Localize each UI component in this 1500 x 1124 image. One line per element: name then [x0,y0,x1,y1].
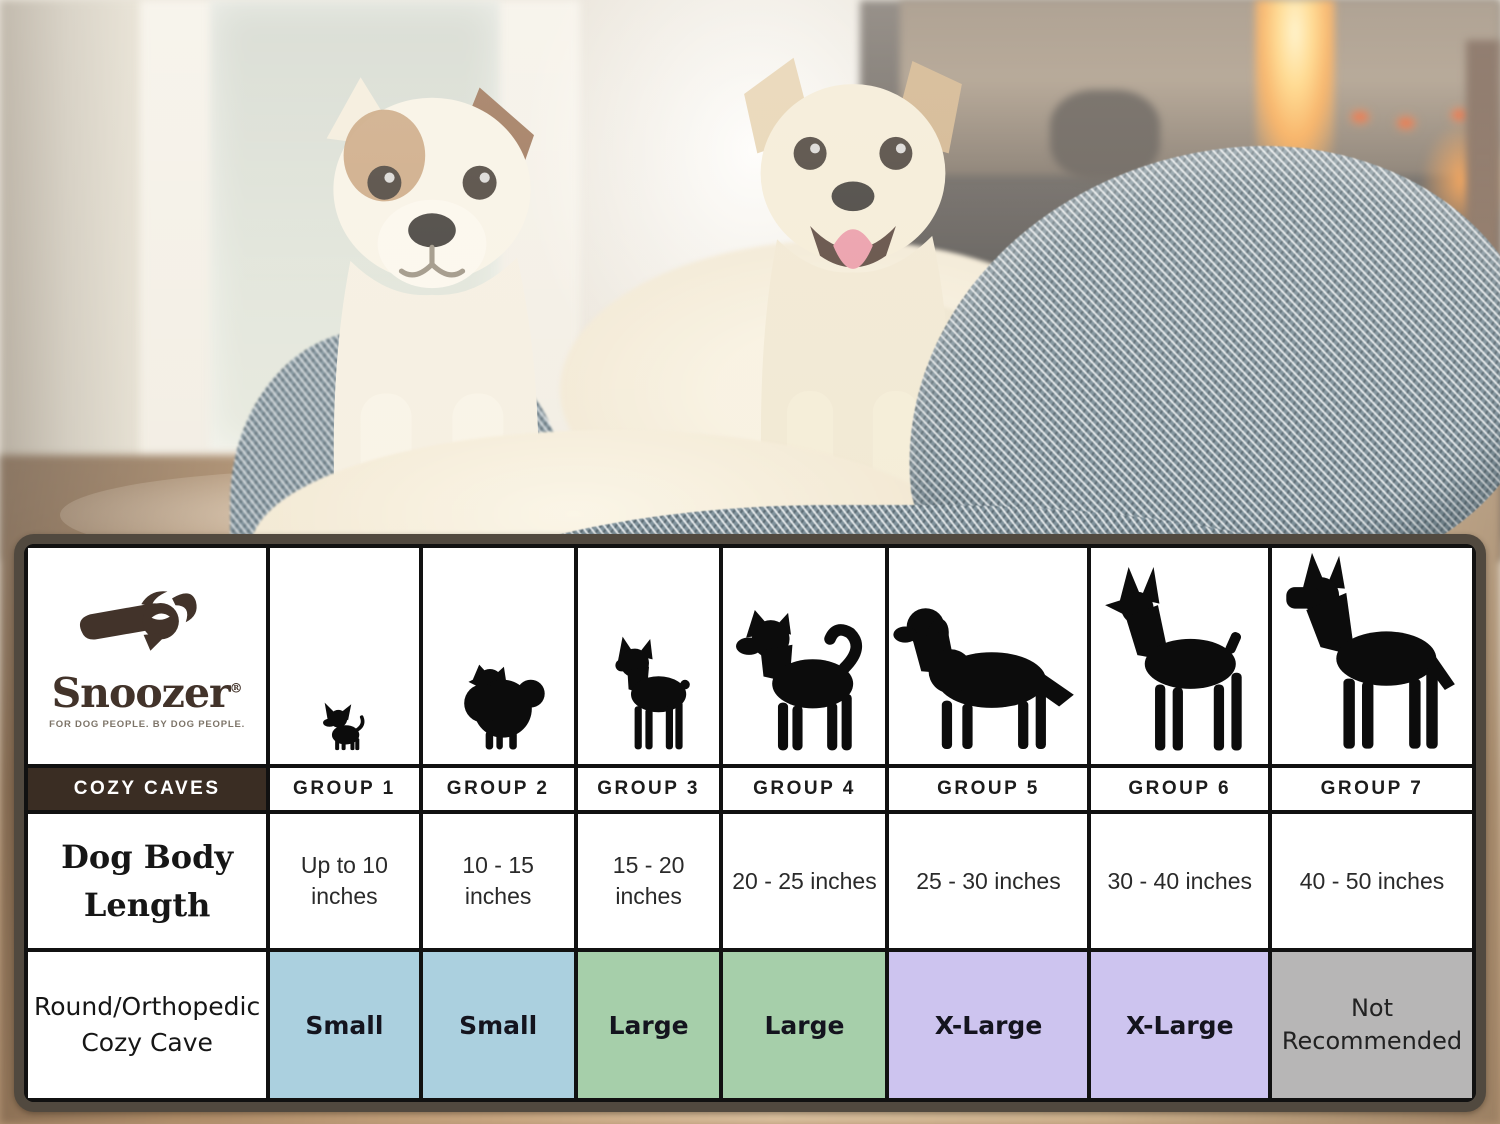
group-5-breed-cell [889,548,1088,764]
size-group-3: Large [577,952,720,1098]
body-length-group-7: 40 - 50 inches [1272,813,1472,949]
group-2-header: GROUP 2 [422,768,574,810]
golden-retriever-silhouette-icon [893,608,1075,749]
series-label-cell: COZY CAVES [28,768,267,810]
shiba-inu-silhouette-icon [736,610,863,751]
snoozer-dog-logo-icon [80,590,197,651]
group-6-header: GROUP 6 [1091,768,1268,810]
group-5-header: GROUP 5 [889,768,1088,810]
body-length-group-3: 15 - 20 inches [577,813,720,949]
brand-logo-cell: Snoozer® FOR DOG PEOPLE. BY DOG PEOPLE. [28,548,267,764]
ember [1398,118,1414,128]
body-length-group-2: 10 - 15 inches [422,813,574,949]
group-3-header: GROUP 3 [577,768,720,810]
body-length-group-1: Up to 10 inches [270,813,419,949]
flame [1255,0,1335,160]
brand-tagline: FOR DOG PEOPLE. BY DOG PEOPLE. [49,718,246,730]
size-group-1: Small [270,952,419,1098]
body-length-group-4: 20 - 25 inches [723,813,886,949]
fireplace-logs [900,0,1500,175]
doberman-silhouette-icon [1104,566,1242,751]
size-chart-table: Snoozer® FOR DOG PEOPLE. BY DOG PEOPLE. [14,534,1486,1112]
group-1-header: GROUP 1 [270,768,419,810]
registered-mark: ® [229,680,243,696]
group-4-breed-cell [723,548,886,764]
fireplace-log-shadow [1050,90,1160,180]
body-length-group-6: 30 - 40 inches [1091,813,1268,949]
great-dane-silhouette-icon [1286,552,1455,749]
group-1-breed-cell [270,548,419,764]
size-chart-grid: Snoozer® FOR DOG PEOPLE. BY DOG PEOPLE. [24,544,1476,1102]
pomeranian-silhouette-icon [464,664,545,750]
chihuahua-silhouette-icon [323,702,365,751]
body-length-group-5: 25 - 30 inches [889,813,1088,949]
boston-terrier-silhouette-icon [614,636,690,750]
size-group-6: X-Large [1091,952,1268,1098]
ember [1352,112,1368,122]
size-group-7: Not Recommended [1272,952,1472,1098]
size-group-5: X-Large [889,952,1088,1098]
size-group-4: Large [723,952,886,1098]
ember [1452,110,1468,120]
group-4-header: GROUP 4 [723,768,886,810]
size-group-2: Small [422,952,574,1098]
group-7-header: GROUP 7 [1272,768,1472,810]
group-7-breed-cell [1272,548,1472,764]
group-6-breed-cell [1091,548,1268,764]
body-length-row-header: Dog Body Length [28,813,267,949]
group-2-breed-cell [422,548,574,764]
group-3-breed-cell [577,548,720,764]
brand-wordmark: Snoozer® [51,668,243,717]
product-row-header: Round/Orthopedic Cozy Cave [28,952,267,1098]
